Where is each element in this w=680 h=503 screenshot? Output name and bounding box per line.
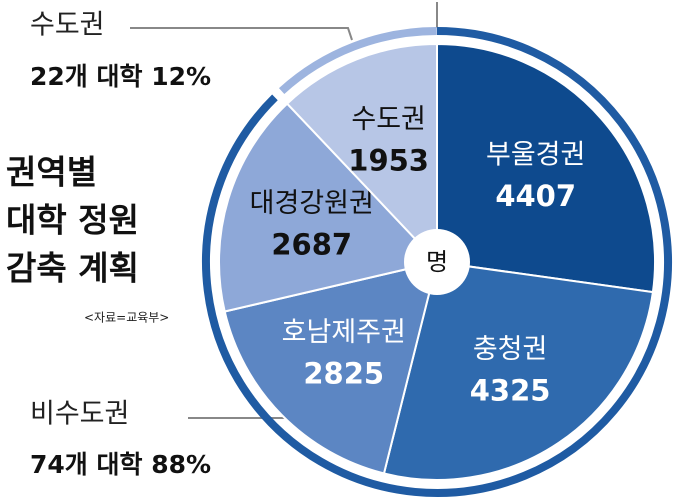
chart-title: 권역별 xyxy=(6,153,97,192)
pie-slice xyxy=(223,260,439,475)
data-label: 2825 xyxy=(303,357,384,391)
chart-title: 감축 계획 xyxy=(6,249,139,288)
annotation-detail: 22개 대학 12% xyxy=(30,62,211,91)
annotation-label: 비수도권 xyxy=(30,399,129,430)
slice-label: 부울경권 xyxy=(486,140,585,171)
chart-title: 대학 정원 xyxy=(6,201,139,240)
slice-label: 수도권 xyxy=(351,104,426,135)
center-label: 명 xyxy=(426,248,448,276)
pie-slice xyxy=(285,42,438,265)
data-label: 4407 xyxy=(495,179,576,213)
title: 권역별 대학 정원 감축 계획 xyxy=(6,153,139,288)
source: <자료=교육부> xyxy=(84,311,169,325)
data-label: 4325 xyxy=(470,373,551,407)
slice-label: 대경강원권 xyxy=(250,188,374,219)
leader-line xyxy=(130,27,353,41)
slice-label: 호남제주권 xyxy=(282,317,406,348)
pie-slice xyxy=(382,260,655,481)
center-hole xyxy=(404,229,470,295)
annotation-detail: 74개 대학 88% xyxy=(30,450,211,479)
slice-label: 충청권 xyxy=(473,334,548,365)
ring-arc xyxy=(202,27,672,497)
pie-slice xyxy=(218,102,439,313)
annotation-label: 수도권 xyxy=(30,10,105,41)
pie-slice xyxy=(436,42,656,294)
ring-arc xyxy=(278,27,437,95)
data-label: 2687 xyxy=(271,227,352,261)
data-label: 1953 xyxy=(348,143,429,177)
